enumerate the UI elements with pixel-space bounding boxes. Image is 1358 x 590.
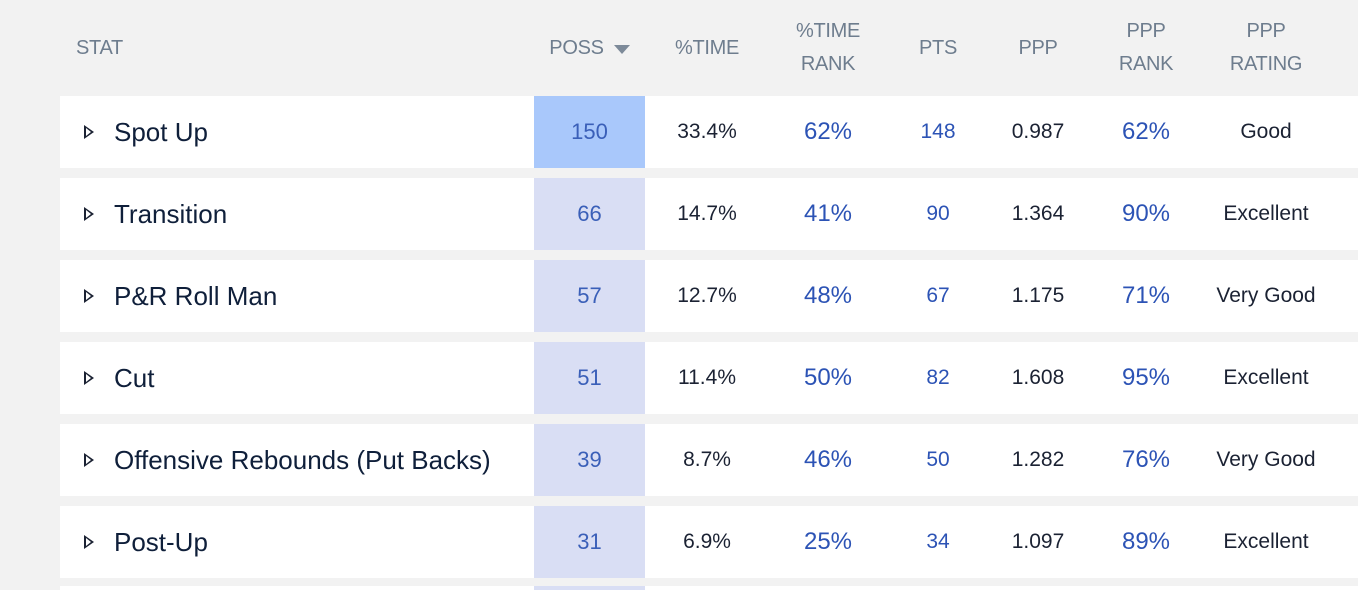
ppp-rating-value: Excellent — [1223, 530, 1309, 553]
time-value: 8.7% — [683, 448, 731, 471]
stat-name-label: P&R Roll Man — [114, 280, 278, 311]
col-header-ppp[interactable]: PPP — [990, 0, 1086, 96]
pts-value: 148 — [920, 120, 956, 143]
time-value: 33.4% — [677, 120, 737, 143]
col-header-poss[interactable]: POSS — [534, 0, 645, 96]
expand-caret-icon[interactable] — [84, 289, 94, 303]
ppp-value: 1.282 — [1011, 448, 1065, 471]
stat-name[interactable]: Offensive Rebounds (Put Backs) — [84, 424, 564, 496]
table-row[interactable]: Offensive Rebounds (Put Backs) 39 8.7% 46% 5… — [60, 424, 1358, 496]
col-header-poss-label: POSS — [549, 36, 604, 59]
poss-value: 31 — [534, 506, 645, 578]
col-header-time-rank-label: %TIME RANK — [795, 20, 861, 75]
col-header-time-label: %TIME — [674, 36, 740, 59]
col-header-stat[interactable]: STAT — [76, 0, 276, 96]
ppp-rank-value: 62% — [1121, 118, 1171, 145]
col-header-ppp-rank-label: PPP RANK — [1118, 20, 1174, 75]
time-rank-value: 25% — [803, 528, 853, 555]
col-header-time[interactable]: %TIME — [655, 0, 759, 96]
ppp-rank-value: 89% — [1121, 528, 1171, 555]
stat-name[interactable]: Transition — [84, 178, 564, 250]
expand-caret-icon[interactable] — [84, 453, 94, 467]
col-header-ppp-rating[interactable]: PPP RATING — [1206, 0, 1326, 96]
table-row[interactable]: P&R Roll Man 57 12.7% 48% 67 1.175 71% Very Goo… — [60, 260, 1358, 332]
table-row[interactable]: Spot Up 150 33.4% 62% 148 0.987 62% Good — [60, 96, 1358, 168]
pts-value: 82 — [926, 366, 950, 389]
time-value: 14.7% — [677, 202, 737, 225]
stat-name-label: Spot Up — [114, 116, 208, 147]
expand-caret-icon[interactable] — [84, 207, 94, 221]
stat-name-label: Offensive Rebounds (Put Backs) — [114, 444, 491, 475]
ppp-rating-value: Excellent — [1223, 366, 1309, 389]
col-header-stat-label: STAT — [76, 36, 123, 59]
ppp-value: 1.097 — [1011, 530, 1065, 553]
next-row-edge — [60, 586, 1358, 590]
ppp-value: 1.364 — [1011, 202, 1065, 225]
ppp-rank-value: 95% — [1121, 364, 1171, 391]
col-header-time-rank[interactable]: %TIME RANK — [774, 0, 882, 96]
ppp-rating-value: Very Good — [1216, 284, 1316, 307]
col-header-ppp-rating-label: PPP RATING — [1229, 20, 1303, 75]
col-header-ppp-rank[interactable]: PPP RANK — [1098, 0, 1194, 96]
col-header-pts-label: PTS — [919, 36, 957, 59]
stat-name-label: Post-Up — [114, 526, 208, 557]
poss-value: 66 — [534, 178, 645, 250]
poss-value: 57 — [534, 260, 645, 332]
table-row[interactable]: Post-Up 31 6.9% 25% 34 1.097 89% Excellent — [60, 506, 1358, 578]
pts-value: 67 — [926, 284, 950, 307]
time-value: 11.4% — [678, 366, 736, 389]
time-rank-value: 41% — [803, 200, 853, 227]
time-value: 6.9% — [683, 530, 731, 553]
col-header-pts[interactable]: PTS — [898, 0, 978, 96]
ppp-rank-value: 71% — [1121, 282, 1171, 309]
time-rank-value: 48% — [803, 282, 853, 309]
stat-name-label: Transition — [114, 198, 228, 229]
stat-name[interactable]: Spot Up — [84, 96, 564, 168]
ppp-rank-value: 76% — [1121, 446, 1171, 473]
expand-caret-icon[interactable] — [84, 371, 94, 385]
expand-caret-icon[interactable] — [84, 125, 94, 139]
table-row[interactable]: Cut 51 11.4% 50% 82 1.608 95% Excellent — [60, 342, 1358, 414]
expand-caret-icon[interactable] — [84, 535, 94, 549]
pts-value: 34 — [926, 530, 950, 553]
ppp-rating-value: Very Good — [1216, 448, 1316, 471]
table-row[interactable]: Transition 66 14.7% 41% 90 1.364 90% Excellent — [60, 178, 1358, 250]
next-row-poss-edge — [534, 586, 645, 590]
ppp-value: 1.175 — [1011, 284, 1065, 307]
ppp-value: 0.987 — [1011, 120, 1065, 143]
time-value: 12.7% — [677, 284, 737, 307]
col-header-ppp-label: PPP — [1018, 36, 1058, 59]
ppp-rank-value: 90% — [1121, 200, 1171, 227]
table-header: STAT POSS %TIME %TIME RANK PTS PPP PPP R… — [0, 0, 1358, 96]
poss-value: 150 — [534, 96, 645, 168]
stat-name[interactable]: Post-Up — [84, 506, 564, 578]
time-rank-value: 50% — [803, 364, 853, 391]
time-rank-value: 46% — [803, 446, 853, 473]
sort-descending-icon[interactable] — [613, 44, 630, 54]
time-rank-value: 62% — [803, 118, 853, 145]
poss-value: 51 — [534, 342, 645, 414]
stat-name[interactable]: P&R Roll Man — [84, 260, 564, 332]
poss-value: 39 — [534, 424, 645, 496]
ppp-value: 1.608 — [1011, 366, 1065, 389]
pts-value: 90 — [926, 202, 950, 225]
stat-name[interactable]: Cut — [84, 342, 564, 414]
pts-value: 50 — [926, 448, 950, 471]
ppp-rating-value: Good — [1240, 120, 1292, 143]
ppp-rating-value: Excellent — [1223, 202, 1309, 225]
stat-name-label: Cut — [114, 362, 155, 393]
